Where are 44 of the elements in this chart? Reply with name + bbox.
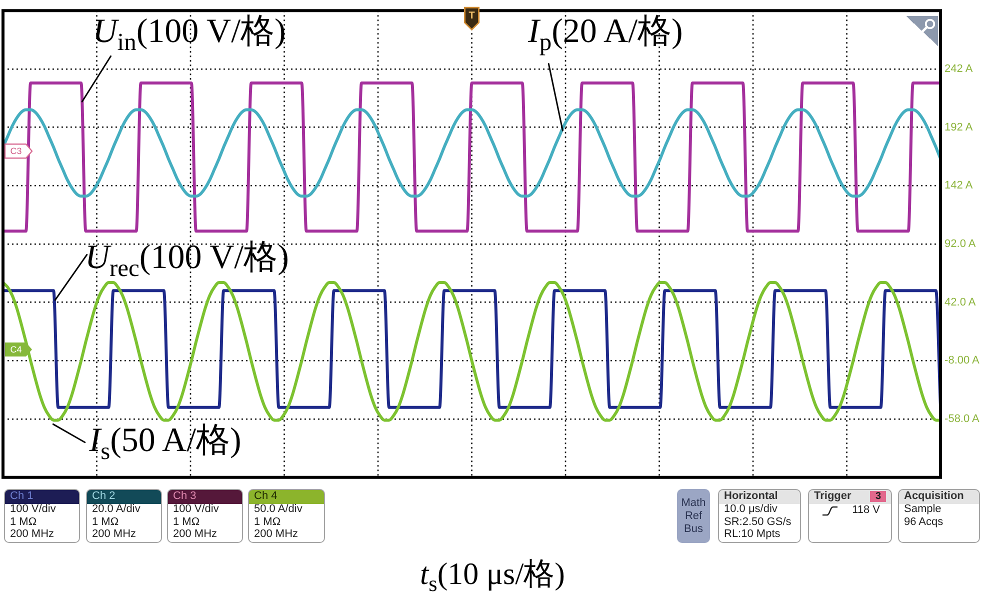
text: 100 V/div	[9, 503, 57, 516]
y-tick-label: -58.0 A	[944, 413, 980, 426]
text: RL:10 Mpts	[723, 528, 782, 540]
text: Math	[680, 497, 707, 510]
annotation: C3	[10, 146, 22, 156]
text: 200 MHz	[253, 528, 300, 540]
text: Ref	[684, 510, 704, 523]
text: 1 MΩ	[91, 516, 120, 528]
text: 200 MHz	[9, 528, 56, 540]
text: 50.0 A/div	[253, 503, 304, 516]
text: Horizontal	[724, 490, 778, 502]
text: Trigger	[814, 490, 852, 502]
series-label: I$_{s}$(50 A/格)	[89, 422, 242, 465]
y-tick-label: 142 A	[944, 180, 974, 192]
text: 20.0 A/div	[91, 503, 142, 516]
text: 96 Acqs	[903, 516, 944, 528]
text: 118 V	[852, 504, 880, 516]
text: 100 V/div	[172, 503, 220, 516]
text: Ch 3	[173, 490, 196, 502]
text: Sample	[903, 503, 942, 516]
y-tick-label: -8.00 A	[944, 354, 980, 367]
annotation: C4	[10, 344, 22, 354]
y-tick-label: 92.0 A	[944, 238, 976, 250]
text: 200 MHz	[172, 528, 218, 540]
x-axis-title: t$_{s}$(10 μs/格)	[420, 556, 566, 596]
text: 200 MHz	[91, 528, 138, 540]
y-tick-label: 192 A	[944, 121, 974, 134]
y-tick-label: 242 A	[944, 62, 974, 75]
text: 1 MΩ	[9, 516, 38, 528]
series-label: U$_{rec}$(100 V/格)	[84, 239, 289, 282]
text: Ch 1	[10, 490, 34, 502]
text: Acquisition	[904, 490, 964, 502]
y-tick-label: 42.0 A	[944, 296, 976, 308]
text: 1 MΩ	[253, 516, 282, 528]
text: Bus	[683, 523, 704, 536]
text: 10.0 μs/div	[723, 503, 778, 516]
text: 1 MΩ	[172, 516, 201, 528]
annotation: T	[468, 10, 475, 22]
text: Ch 2	[92, 490, 116, 502]
text: Ch 4	[254, 490, 278, 502]
series-label: I$_{p}$(20 A/格)	[528, 13, 683, 56]
text: 3	[870, 491, 886, 502]
series-label: U$_{in}$(100 V/格)	[92, 13, 286, 56]
text: SR:2.50 GS/s	[723, 516, 792, 528]
